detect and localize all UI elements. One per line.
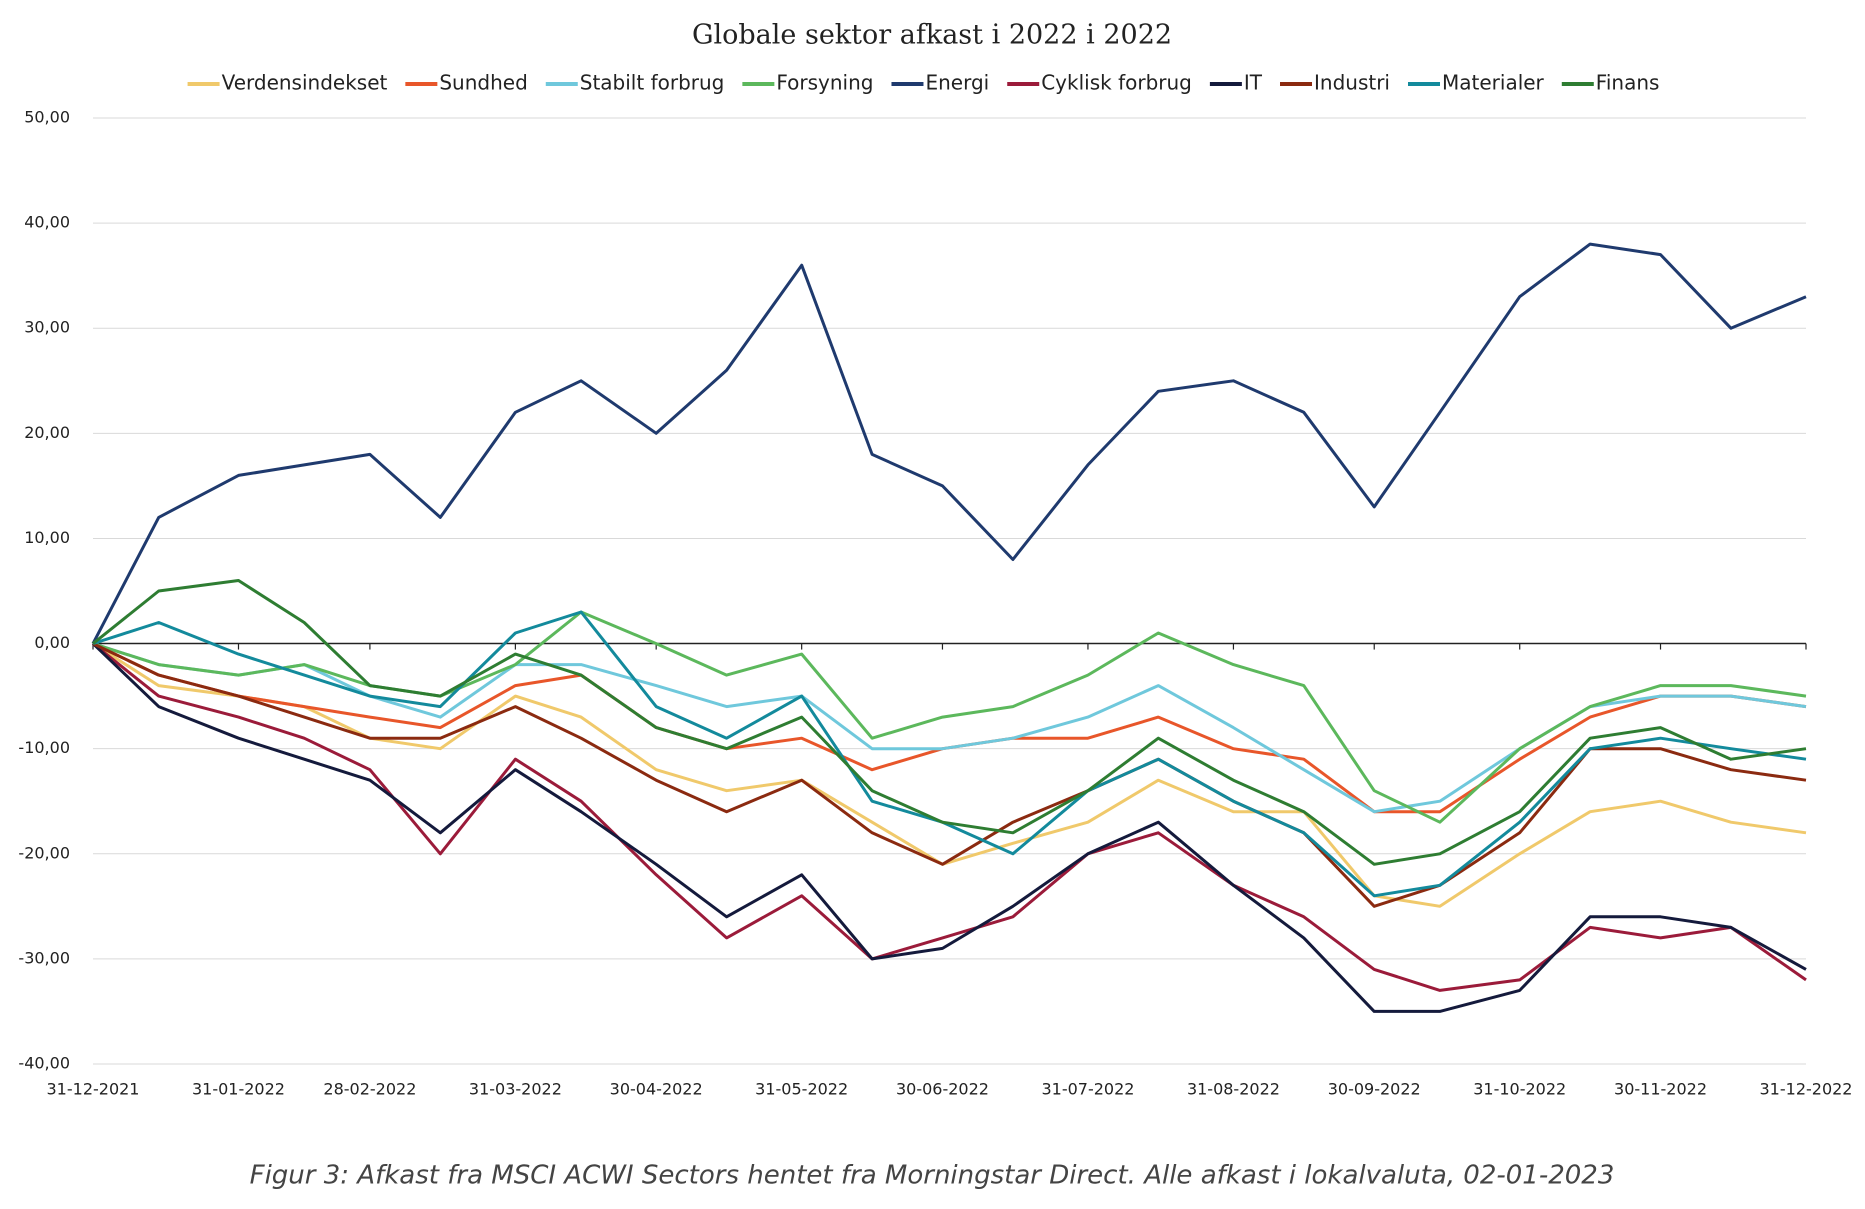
caption: Figur 3: Afkast fra MSCI ACWI Sectors he… bbox=[250, 1161, 1615, 1191]
legend-label: IT bbox=[1244, 71, 1263, 95]
x-tick-label: 28-02-2022 bbox=[323, 1080, 416, 1099]
y-tick-label: -10,00 bbox=[18, 738, 70, 757]
legend-label: Sundhed bbox=[439, 71, 527, 95]
series-line bbox=[92, 642, 1807, 992]
y-tick-label: -40,00 bbox=[18, 1054, 70, 1073]
legend-label: Energi bbox=[925, 71, 989, 95]
legend-label: Forsyning bbox=[776, 71, 873, 95]
y-tick-label: 50,00 bbox=[24, 108, 70, 127]
y-tick-label: 20,00 bbox=[24, 423, 70, 442]
y-tick-label: 10,00 bbox=[24, 528, 70, 547]
x-tick-label: 31-12-2021 bbox=[47, 1080, 140, 1099]
legend-label: Industri bbox=[1314, 71, 1390, 95]
y-tick-label: 40,00 bbox=[24, 213, 70, 232]
y-tick-label: -30,00 bbox=[18, 948, 70, 967]
y-tick-label: 30,00 bbox=[24, 318, 70, 337]
x-tick-label: 30-04-2022 bbox=[610, 1080, 703, 1099]
series-line bbox=[92, 642, 1807, 908]
series-line bbox=[91, 242, 1807, 645]
legend-label: Materialer bbox=[1442, 71, 1545, 95]
legend-label: Stabilt forbrug bbox=[580, 71, 725, 95]
x-tick-label: 31-07-2022 bbox=[1041, 1080, 1134, 1099]
legend-label: Finans bbox=[1596, 71, 1660, 95]
series-line bbox=[91, 642, 1807, 1013]
x-tick-label: 31-12-2022 bbox=[1760, 1080, 1853, 1099]
x-tick-label: 31-03-2022 bbox=[469, 1080, 562, 1099]
x-tick-label: 30-09-2022 bbox=[1328, 1080, 1421, 1099]
x-tick-label: 31-10-2022 bbox=[1473, 1080, 1566, 1099]
y-tick-label: -20,00 bbox=[18, 843, 70, 862]
x-tick-label: 31-01-2022 bbox=[192, 1080, 285, 1099]
x-tick-label: 31-08-2022 bbox=[1187, 1080, 1280, 1099]
chart-title: Globale sektor afkast i 2022 i 2022 bbox=[692, 20, 1172, 51]
series-line bbox=[92, 610, 1807, 898]
x-tick-label: 31-05-2022 bbox=[755, 1080, 848, 1099]
x-tick-label: 30-06-2022 bbox=[896, 1080, 989, 1099]
series-line bbox=[92, 579, 1807, 866]
legend-label: Verdensindekset bbox=[222, 71, 388, 95]
y-tick-label: 0,00 bbox=[34, 633, 70, 652]
legend-label: Cyklisk forbrug bbox=[1041, 71, 1192, 95]
x-tick-label: 30-11-2022 bbox=[1614, 1080, 1707, 1099]
